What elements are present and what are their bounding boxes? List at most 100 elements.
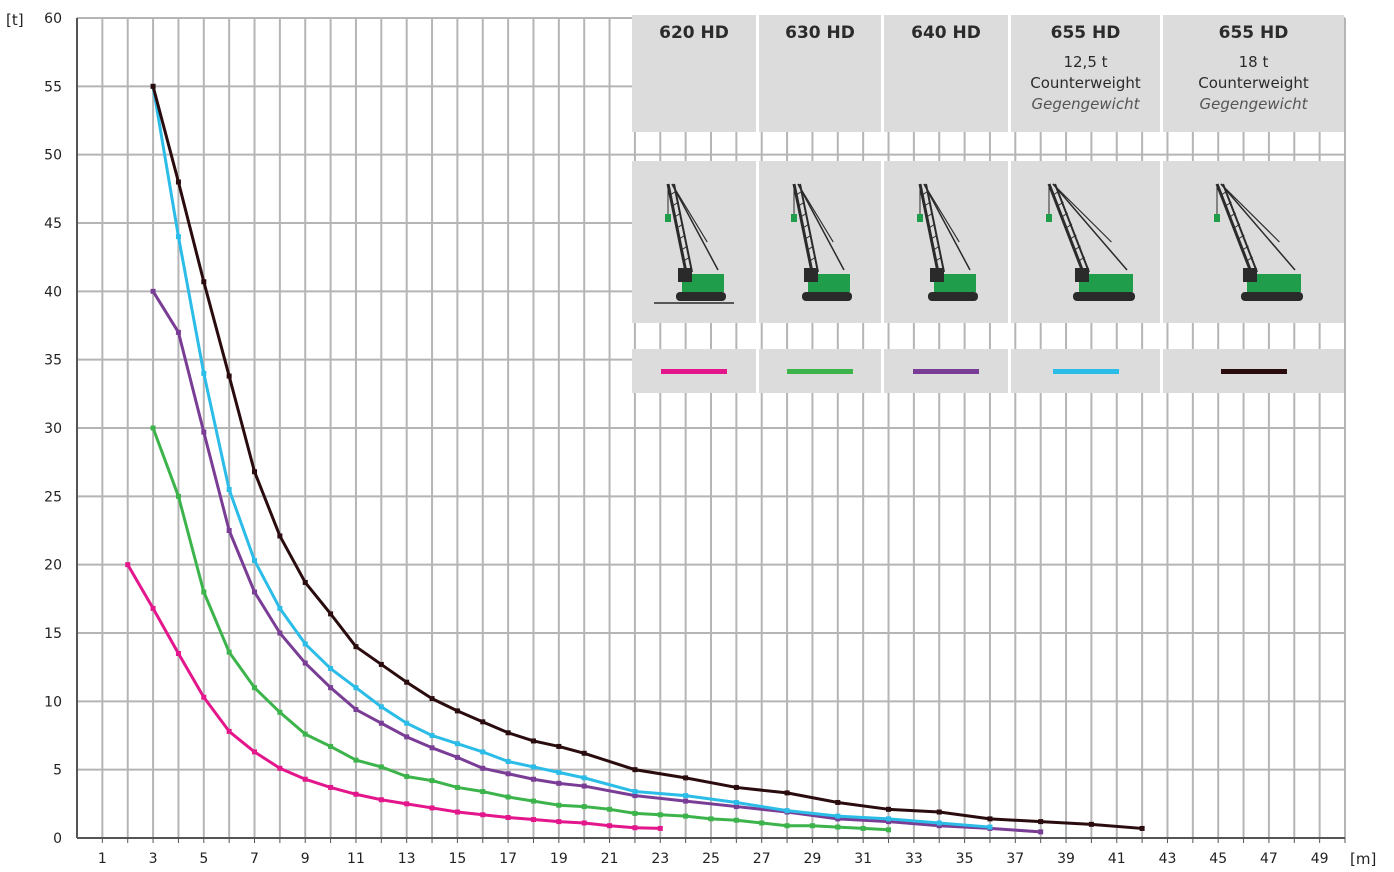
data-point bbox=[860, 825, 866, 831]
y-tick-label: 10 bbox=[44, 694, 62, 710]
crane-lattice bbox=[802, 223, 810, 229]
x-tick-label: 7 bbox=[250, 851, 259, 867]
legend-swatch-620hd bbox=[661, 368, 727, 374]
crane-lattice bbox=[1241, 245, 1249, 251]
data-point bbox=[328, 743, 334, 749]
data-point bbox=[277, 709, 283, 715]
data-point bbox=[556, 819, 562, 825]
series-0 bbox=[125, 562, 663, 831]
data-point bbox=[683, 798, 689, 804]
crawler-crane-640hd-icon bbox=[917, 183, 978, 301]
data-point bbox=[277, 765, 283, 771]
axes bbox=[76, 18, 1346, 843]
data-point bbox=[1139, 825, 1145, 831]
data-point bbox=[378, 704, 384, 710]
data-point bbox=[252, 685, 258, 691]
counterweight-value: 12,5 t bbox=[1063, 53, 1108, 71]
legend-swatch-655hd-12t bbox=[1052, 368, 1119, 374]
crane-lattice bbox=[795, 190, 803, 196]
model-name: 640 HD bbox=[911, 23, 981, 43]
data-point bbox=[378, 764, 384, 770]
series-line bbox=[126, 563, 661, 830]
data-point bbox=[530, 776, 536, 782]
crane-lattice bbox=[933, 245, 940, 251]
data-point bbox=[530, 764, 536, 770]
data-point bbox=[150, 83, 156, 89]
y-tick-label: 60 bbox=[44, 11, 62, 27]
data-point bbox=[201, 279, 207, 285]
data-point bbox=[632, 810, 638, 816]
x-tick-label: 31 bbox=[854, 851, 872, 867]
data-point bbox=[404, 774, 410, 779]
crane-lattice bbox=[1060, 212, 1068, 218]
data-point bbox=[987, 816, 993, 822]
crane-lattice bbox=[807, 245, 814, 251]
crawler-crane-620hd-icon bbox=[654, 183, 734, 304]
data-point bbox=[353, 644, 359, 650]
data-point bbox=[404, 720, 410, 726]
y-tick-label: 40 bbox=[44, 284, 62, 300]
data-point bbox=[683, 813, 689, 819]
data-point bbox=[175, 651, 181, 656]
data-point bbox=[252, 558, 258, 564]
data-point bbox=[733, 784, 739, 790]
y-axis-unit: [t] bbox=[6, 11, 24, 29]
crane-hook bbox=[1213, 214, 1220, 222]
model-name: 655 HD bbox=[1218, 23, 1289, 43]
series-lines bbox=[125, 83, 1145, 835]
y-tick-label: 5 bbox=[53, 763, 62, 779]
data-point bbox=[886, 819, 892, 825]
legend-header-620hd: 620 HD bbox=[632, 15, 759, 132]
crane-hook bbox=[791, 214, 797, 222]
data-point bbox=[936, 820, 942, 826]
x-tick-label: 25 bbox=[702, 851, 720, 867]
data-point bbox=[454, 809, 460, 815]
data-point bbox=[886, 816, 892, 822]
x-tick-label: 23 bbox=[651, 851, 669, 867]
crane-hook bbox=[917, 214, 923, 222]
data-point bbox=[632, 793, 638, 799]
crane-cab bbox=[678, 268, 692, 282]
y-tick-label: 15 bbox=[44, 626, 62, 642]
crane-lattice bbox=[1228, 212, 1236, 218]
data-point bbox=[480, 765, 486, 771]
data-point bbox=[378, 797, 384, 803]
data-point bbox=[429, 696, 435, 702]
data-point bbox=[226, 528, 232, 533]
crane-body bbox=[1246, 274, 1301, 292]
crane-cab bbox=[804, 268, 818, 282]
data-point bbox=[835, 816, 841, 822]
crawler-crane-655hd-icon bbox=[1045, 183, 1135, 301]
data-point bbox=[378, 661, 384, 667]
x-tick-label: 47 bbox=[1260, 851, 1278, 867]
data-point bbox=[505, 794, 511, 800]
crane-pendant bbox=[797, 183, 834, 243]
crane-track bbox=[676, 292, 726, 301]
crane-pendant bbox=[923, 183, 960, 243]
data-point bbox=[429, 733, 435, 738]
crane-pendant bbox=[923, 183, 971, 271]
data-point bbox=[1088, 821, 1094, 827]
data-point bbox=[480, 812, 486, 818]
data-point bbox=[708, 816, 714, 822]
crane-lattice bbox=[798, 201, 805, 207]
counterweight-value: 18 t bbox=[1238, 53, 1269, 71]
counterweight-label-de: Gegengewicht bbox=[1199, 95, 1308, 113]
data-point bbox=[505, 771, 511, 777]
legend-swatch-655hd-18t bbox=[1220, 368, 1287, 374]
y-tick-label: 0 bbox=[53, 831, 62, 847]
data-point bbox=[886, 806, 892, 812]
model-name: 620 HD bbox=[659, 23, 729, 43]
data-point bbox=[784, 808, 790, 814]
y-tick-label: 35 bbox=[44, 353, 62, 369]
data-point bbox=[328, 685, 334, 691]
data-point bbox=[328, 611, 334, 617]
crane-lattice bbox=[1077, 256, 1085, 262]
series-line bbox=[151, 86, 991, 829]
grid bbox=[77, 17, 1346, 838]
data-point bbox=[505, 815, 511, 820]
data-point bbox=[175, 329, 181, 335]
tick-labels: 1 3 5 7 9 11 13 15 17 19 21 23 25 27 29 31 33 35 37 39 41 43 4… bbox=[44, 11, 1328, 867]
data-point bbox=[581, 820, 587, 826]
